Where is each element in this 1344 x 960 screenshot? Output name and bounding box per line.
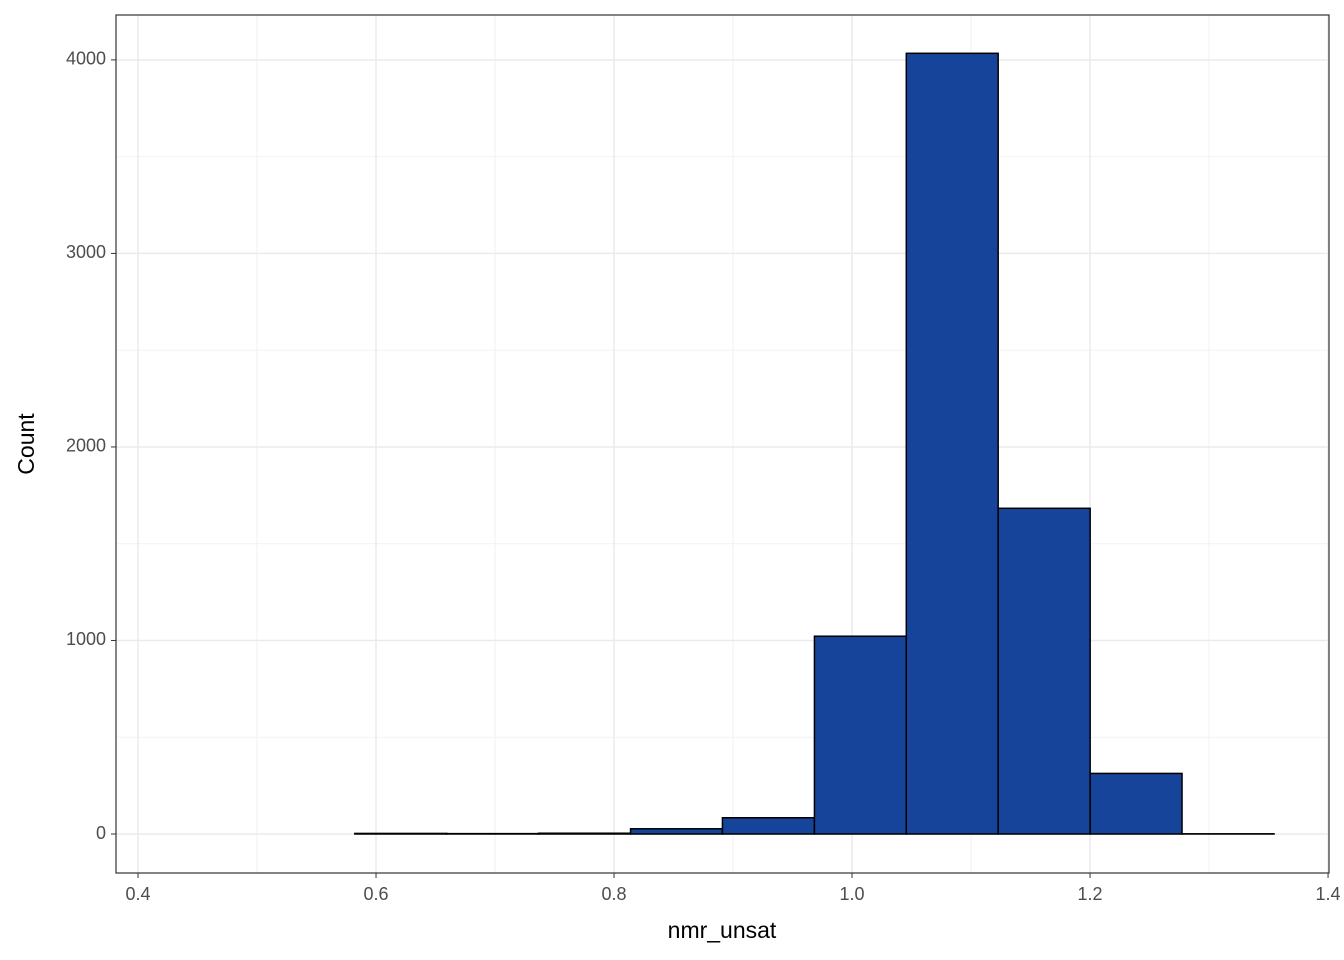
bar xyxy=(629,828,724,835)
bar xyxy=(997,507,1091,835)
x-tick-label: 0.6 xyxy=(364,884,389,904)
bar xyxy=(537,832,632,835)
x-tick-label: 1.0 xyxy=(840,884,865,904)
x-tick-label: 1.2 xyxy=(1078,884,1103,904)
bar xyxy=(905,52,999,835)
y-tick-label: 2000 xyxy=(66,436,106,456)
y-tick-label: 3000 xyxy=(66,242,106,262)
y-axis-title: Count xyxy=(13,413,39,475)
x-tick-label: 1.4 xyxy=(1316,884,1341,904)
x-tick-label: 0.8 xyxy=(602,884,627,904)
bar xyxy=(721,816,816,835)
y-tick-label: 0 xyxy=(96,823,106,843)
y-tick-label: 4000 xyxy=(66,49,106,69)
bar xyxy=(354,832,448,835)
panel-border xyxy=(115,14,1330,874)
bar xyxy=(1089,772,1183,835)
x-tick-label: 0.4 xyxy=(125,884,150,904)
x-axis-title: nmr_unsat xyxy=(668,917,777,943)
y-tick-label: 1000 xyxy=(66,629,106,649)
bar xyxy=(813,635,908,835)
